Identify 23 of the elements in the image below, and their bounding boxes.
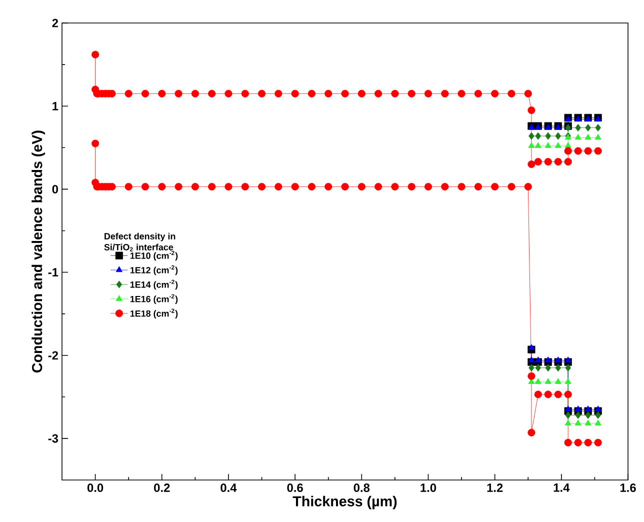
x-tick-label: 1.4 xyxy=(554,484,570,492)
legend-label: 1E14 (cm$^{-2}$) xyxy=(130,280,178,290)
y-tick-label: -3 xyxy=(48,434,58,443)
x-tick-label: 0.8 xyxy=(354,484,370,492)
legend-label: 1E12 (cm$^{-2}$) xyxy=(130,265,178,276)
x-tick-label: 0.4 xyxy=(220,484,237,492)
y-tick-label: -1 xyxy=(48,268,58,276)
y-tick-label: 2 xyxy=(52,18,58,28)
y-tick-label: 0 xyxy=(52,184,58,194)
x-tick-label: 1.0 xyxy=(420,484,436,492)
x-tick-label: 1.6 xyxy=(620,484,636,492)
legend-label: 1E10 (cm$^{-2}$) xyxy=(130,250,178,261)
y-tick-label: 1 xyxy=(52,102,58,110)
x-tick-label: 1.2 xyxy=(487,484,503,492)
legend-label: 1E16 (cm$^{-2}$) xyxy=(130,294,178,304)
y-tick-label: -2 xyxy=(48,351,58,360)
y-axis-title: Conduction and valence bands (eV) xyxy=(32,130,46,372)
legend-title: Defect density in Si/TiO$_{2}$ interface xyxy=(104,232,176,252)
x-tick-label: 0.6 xyxy=(287,484,303,492)
x-axis-title: Thickness (µm) xyxy=(292,496,397,510)
x-tick-label: 0.0 xyxy=(87,484,104,492)
legend-label: 1E18 (cm$^{-2}$) xyxy=(130,308,178,318)
x-tick-label: 0.2 xyxy=(154,484,170,492)
